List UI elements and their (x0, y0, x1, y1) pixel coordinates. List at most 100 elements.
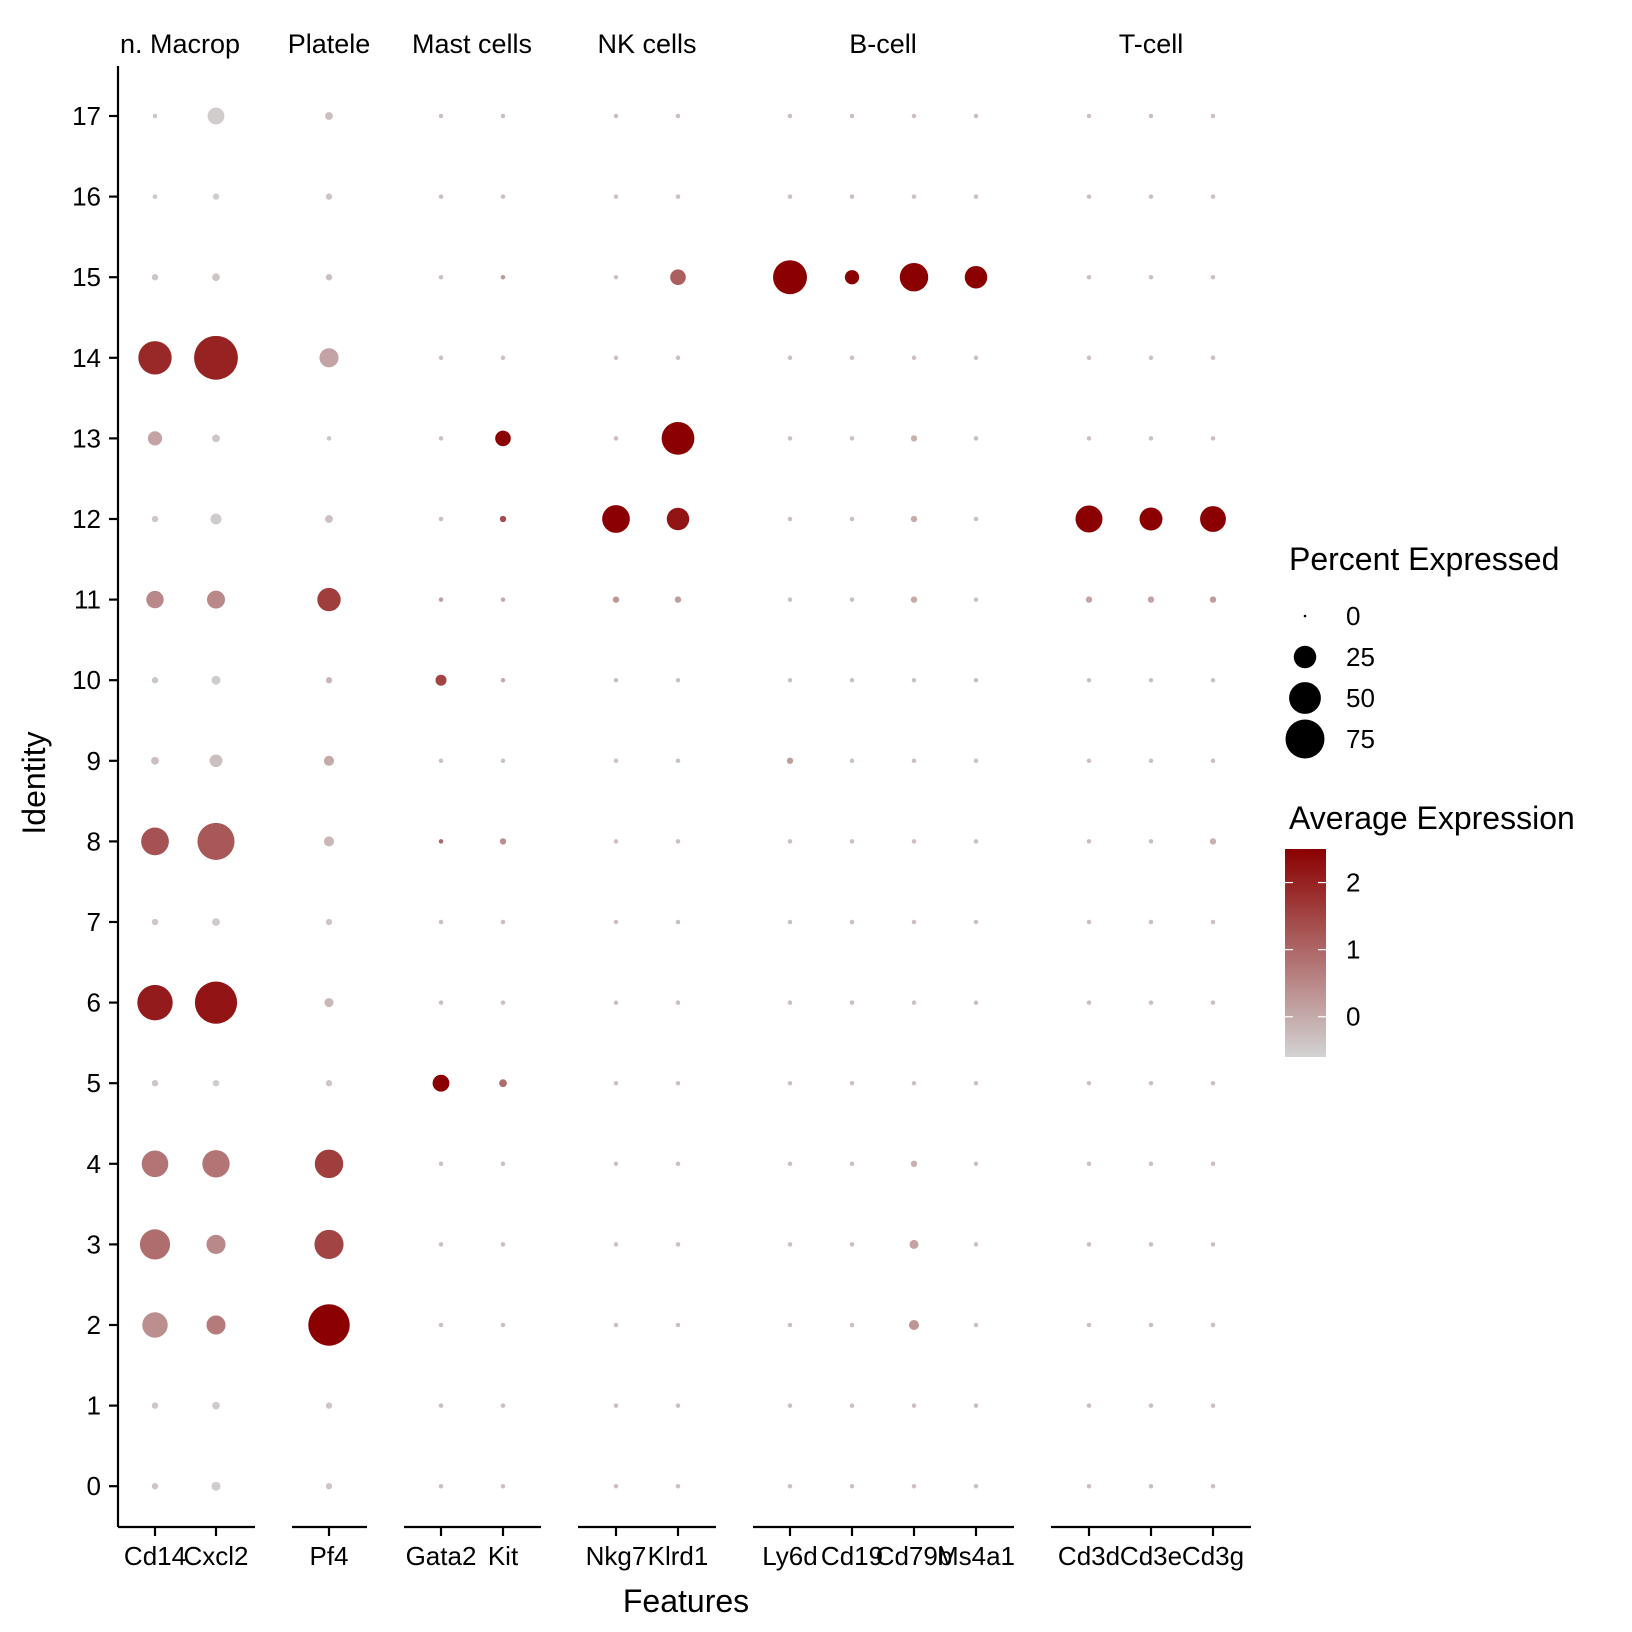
dot-Ly6d-16 (787, 194, 793, 199)
dot-Cd3e-13 (1148, 436, 1154, 441)
dot-Kit-4 (500, 1161, 506, 1167)
dot-Cd3e-14 (1148, 355, 1154, 361)
dot-Cd14-9 (151, 756, 159, 765)
dot-Klrd1-1 (675, 1403, 681, 1408)
dot-Cd3d-10 (1086, 677, 1092, 683)
dot-Cd3d-8 (1086, 839, 1092, 844)
dot-Kit-15 (500, 274, 506, 280)
dot-Cd3g-9 (1210, 758, 1216, 764)
x-axis-title: Features (623, 1583, 749, 1619)
dot-Pf4-5 (325, 1080, 333, 1087)
dot-Kit-17 (500, 113, 506, 119)
dot-Cd3d-9 (1086, 758, 1092, 764)
panel-t-cell: T-cell Cd3d Cd3e Cd3g (1051, 29, 1251, 1571)
dot-Cd19-6 (849, 1000, 855, 1005)
dot-Nkg7-1 (613, 1403, 619, 1408)
dot-Kit-3 (500, 1242, 506, 1247)
dot-Gata2-11 (438, 597, 444, 602)
dot-Gata2-14 (438, 355, 444, 361)
dot-Pf4-14 (319, 348, 339, 368)
dot-Nkg7-17 (613, 113, 619, 119)
dot-Gata2-8 (438, 839, 444, 844)
y-tick-label: 12 (72, 504, 101, 534)
dot-Cd3d-15 (1086, 274, 1092, 280)
dot-Nkg7-8 (613, 839, 619, 844)
dot-Gata2-0 (438, 1483, 444, 1489)
dot-Ly6d-4 (787, 1161, 793, 1167)
dot-Cd3d-3 (1086, 1242, 1092, 1247)
dot-Cd3g-3 (1210, 1242, 1216, 1247)
dot-Cd19-9 (849, 758, 855, 764)
dot-Klrd1-11 (674, 596, 682, 603)
dot-Ly6d-13 (787, 436, 793, 441)
dot-Cd79b-10 (911, 677, 917, 683)
dot-Pf4-10 (325, 677, 333, 684)
dot-Klrd1-12 (666, 507, 690, 531)
dot-Cd3d-2 (1086, 1322, 1092, 1328)
x-tick-label: Cd19 (821, 1541, 883, 1571)
y-tick-label: 3 (87, 1229, 101, 1259)
dot-Cd19-8 (849, 839, 855, 844)
dot-Cxcl2-13 (212, 434, 220, 443)
dot-Cd3e-12 (1139, 507, 1163, 531)
dot-Nkg7-0 (613, 1483, 619, 1489)
dot-Gata2-15 (438, 274, 444, 280)
y-tick-label: 0 (87, 1471, 101, 1501)
dot-Cd19-17 (849, 113, 855, 119)
color-legend-label: 0 (1346, 1002, 1360, 1032)
dot-Cd3g-0 (1210, 1483, 1216, 1489)
y-tick-label: 7 (87, 907, 101, 937)
dot-Cd3g-2 (1210, 1322, 1216, 1328)
panel-mast-cells: Mast cells Gata2 Kit (404, 29, 541, 1571)
x-tick-label: Cd79b (876, 1541, 953, 1571)
y-tick-label: 11 (74, 585, 101, 615)
color-bar (1285, 849, 1326, 1057)
dot-Klrd1-4 (675, 1161, 681, 1167)
dot-Nkg7-15 (613, 274, 619, 280)
dot-Cxcl2-7 (212, 918, 220, 926)
x-tick-label: Kit (488, 1541, 519, 1571)
dot-Cd19-12 (849, 516, 855, 522)
dot-Cd19-14 (849, 355, 855, 361)
dot-Cd14-2 (142, 1312, 168, 1338)
y-tick-label: 1 (87, 1391, 101, 1421)
dot-Cd3e-11 (1147, 596, 1155, 603)
dot-Cxcl2-14 (194, 335, 238, 380)
dot-Cd3g-11 (1209, 596, 1217, 603)
x-tick-label: Ms4a1 (937, 1541, 1015, 1571)
dot-Ly6d-0 (787, 1483, 793, 1489)
dot-Cd14-17 (152, 113, 158, 119)
dot-Cd3d-5 (1086, 1080, 1092, 1086)
dot-Nkg7-4 (613, 1161, 619, 1167)
dot-Cxcl2-10 (211, 675, 221, 685)
dot-Gata2-17 (438, 113, 444, 119)
dot-Cxcl2-8 (197, 822, 235, 860)
x-tick-label: Pf4 (309, 1541, 348, 1571)
dot-Klrd1-6 (675, 1000, 681, 1005)
dot-Gata2-3 (438, 1242, 444, 1247)
dot-Ly6d-3 (787, 1242, 793, 1247)
color-legend-label: 1 (1346, 935, 1360, 965)
dot-Ly6d-6 (787, 1000, 793, 1005)
dot-Pf4-16 (325, 193, 333, 200)
dot-Kit-16 (500, 194, 506, 199)
dot-Cd79b-14 (911, 355, 917, 361)
dot-Nkg7-14 (613, 355, 619, 361)
y-tick-label: 16 (72, 182, 101, 212)
y-tick-label: 10 (72, 665, 101, 695)
dot-Cd79b-3 (909, 1239, 919, 1249)
dot-Ly6d-8 (787, 839, 793, 844)
y-tick-label: 13 (72, 423, 101, 453)
dot-Pf4-1 (325, 1402, 333, 1409)
size-legend-key (1293, 645, 1317, 669)
dot-Ly6d-17 (787, 113, 793, 119)
dot-Klrd1-0 (675, 1483, 681, 1489)
dot-Ly6d-11 (787, 597, 793, 602)
group-label: NK cells (597, 29, 696, 59)
dot-Klrd1-13 (661, 422, 695, 455)
dot-Cxcl2-15 (212, 273, 220, 282)
dot-Cxcl2-2 (206, 1315, 226, 1335)
y-tick-label: 15 (72, 262, 101, 292)
dot-Cxcl2-1 (212, 1401, 220, 1410)
